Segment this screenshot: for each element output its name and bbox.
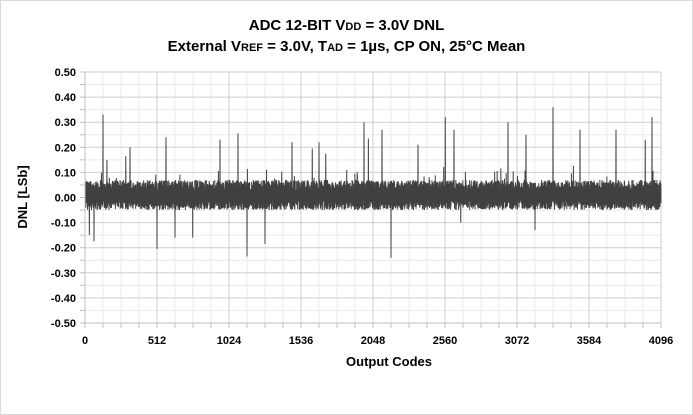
y-tick-label: -0.20 [51,243,76,255]
y-axis-label: DNL [LSb] [15,165,30,228]
y-tick-label: 0.50 [55,67,76,79]
title-text: = 3.0V, T [263,38,328,55]
title-subscript: REF [241,42,264,54]
y-tick-label: -0.10 [51,218,76,230]
chart-title-line1: ADC 12-BIT VDD = 3.0V DNL [0,17,693,34]
x-tick-label: 3072 [505,335,529,347]
y-tick-label: 0.20 [55,142,76,154]
y-tick-label: -0.40 [51,293,76,305]
title-text: = 1µs, CP ON, 25°C Mean [342,38,526,55]
title-subscript: DD [345,21,362,33]
x-tick-label: 1024 [217,335,242,347]
gridlines [84,71,662,324]
x-tick-label: 512 [148,335,166,347]
dnl-series [84,107,662,258]
x-tick-label: 2560 [433,335,457,347]
x-tick-label: 0 [82,335,88,347]
chart-title-line2: External VREF = 3.0V, TAD = 1µs, CP ON, … [0,38,693,55]
title-subscript: AD [327,42,343,54]
y-tick-label: 0.40 [55,92,76,104]
x-tick-label: 1536 [289,335,313,347]
x-tick-label: 3584 [577,335,602,347]
title-text: ADC 12-BIT V [248,17,346,34]
title-text: = 3.0V DNL [361,17,445,34]
dnl-line [84,107,662,258]
y-tick-label: 0.10 [55,167,76,179]
x-tick-label: 4096 [649,335,673,347]
x-axis-label: Output Codes [346,354,432,369]
y-tick-label: 0.00 [55,193,76,205]
x-tick-label: 2048 [361,335,385,347]
title-text: External V [167,38,242,55]
y-tick-label: 0.30 [55,117,76,129]
axes: 0.50 0.40 0.30 0.20 0.10 0.00 -0.10 -0.20 -0.30 -… [51,67,673,347]
y-tick-label: -0.30 [51,268,76,280]
y-tick-label: -0.50 [51,318,76,330]
